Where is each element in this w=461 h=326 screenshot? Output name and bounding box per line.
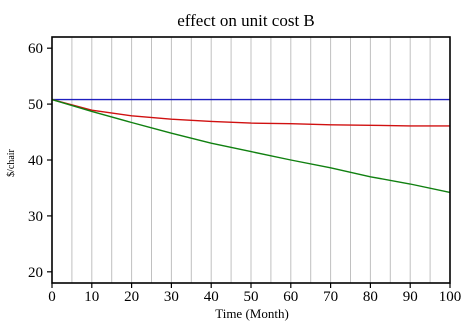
x-tick-label: 90: [403, 289, 418, 305]
series-layer: [51, 98, 451, 194]
x-tick-label: 50: [244, 289, 259, 305]
y-tick-label: 20: [28, 265, 43, 281]
y-tick-label: 50: [28, 97, 43, 113]
y-axis-label: $/chair: [6, 148, 17, 176]
x-axis-label: Time (Month): [215, 306, 289, 321]
x-tick-label: 30: [164, 289, 179, 305]
y-tick-label: 40: [28, 153, 43, 169]
x-tick-label: 70: [323, 289, 338, 305]
series-line-2: [51, 98, 450, 127]
x-tick-label: 60: [283, 289, 298, 305]
tick-layer: 0 10 20 30 40 50 60 70 80 90 100 20 30 40 50 60: [28, 41, 461, 305]
y-tick-label: 30: [28, 209, 43, 225]
x-tick-label: 100: [439, 289, 461, 305]
x-tick-label: 80: [363, 289, 378, 305]
x-tick-label: 40: [204, 289, 219, 305]
chart-title: effect on unit cost B: [177, 11, 315, 30]
y-tick-label: 60: [28, 41, 43, 57]
grid-layer: [71, 37, 431, 283]
x-tick-label: 20: [124, 289, 139, 305]
x-tick-label: 0: [48, 289, 56, 305]
x-tick-label: 10: [84, 289, 99, 305]
series-line-3: [51, 98, 451, 194]
